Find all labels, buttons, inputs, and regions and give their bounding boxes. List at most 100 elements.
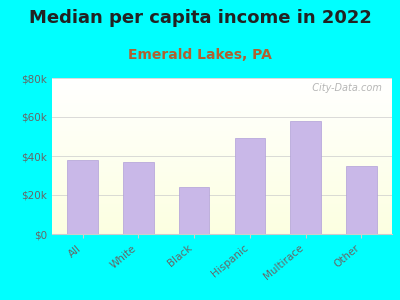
Bar — [52, 97, 392, 98]
Bar — [52, 176, 392, 178]
Bar — [52, 143, 392, 145]
Bar — [52, 164, 392, 165]
Bar — [52, 125, 392, 126]
Text: Emerald Lakes, PA: Emerald Lakes, PA — [128, 48, 272, 62]
Bar — [52, 108, 392, 109]
Bar — [52, 229, 392, 231]
Bar — [52, 208, 392, 209]
Bar — [52, 139, 392, 140]
Bar — [52, 118, 392, 120]
Bar — [52, 95, 392, 97]
Bar — [52, 209, 392, 211]
Bar — [52, 104, 392, 106]
Bar — [52, 130, 392, 131]
Bar — [52, 217, 392, 218]
Bar — [52, 150, 392, 151]
Bar — [52, 206, 392, 208]
Bar — [52, 192, 392, 194]
Bar — [52, 151, 392, 153]
Bar — [52, 140, 392, 142]
Bar — [52, 178, 392, 179]
Bar — [52, 172, 392, 173]
Bar — [52, 87, 392, 89]
Bar — [52, 122, 392, 123]
Bar — [52, 137, 392, 139]
Bar — [52, 154, 392, 156]
Bar — [52, 214, 392, 215]
Bar — [52, 221, 392, 223]
Bar — [52, 223, 392, 225]
Bar — [123, 162, 154, 234]
Bar — [52, 92, 392, 94]
Bar — [52, 179, 392, 181]
Bar — [52, 161, 392, 162]
Bar — [68, 160, 98, 234]
Bar — [52, 162, 392, 164]
Bar — [52, 218, 392, 220]
Bar — [52, 159, 392, 161]
Bar — [52, 145, 392, 147]
Bar — [52, 112, 392, 114]
Bar — [52, 173, 392, 175]
Bar — [52, 131, 392, 133]
Bar — [52, 158, 392, 159]
Bar — [52, 225, 392, 226]
Bar — [52, 142, 392, 143]
Bar — [52, 201, 392, 203]
Bar — [52, 181, 392, 182]
Bar — [52, 120, 392, 122]
Bar — [52, 126, 392, 128]
Bar — [290, 121, 321, 234]
Bar — [52, 194, 392, 195]
Bar — [52, 114, 392, 116]
Bar — [52, 134, 392, 136]
Bar — [52, 84, 392, 86]
Bar — [52, 232, 392, 234]
Bar — [52, 231, 392, 232]
Bar — [52, 170, 392, 172]
Text: Median per capita income in 2022: Median per capita income in 2022 — [28, 9, 372, 27]
Bar — [52, 101, 392, 103]
Bar — [52, 195, 392, 196]
Bar — [52, 133, 392, 134]
Bar — [179, 187, 210, 234]
Bar — [52, 94, 392, 95]
Bar — [52, 203, 392, 204]
Bar — [52, 98, 392, 100]
Bar — [52, 123, 392, 125]
Bar — [52, 136, 392, 137]
Bar — [52, 182, 392, 184]
Text: City-Data.com: City-Data.com — [306, 83, 382, 93]
Bar — [234, 138, 265, 234]
Bar — [52, 189, 392, 190]
Bar — [52, 184, 392, 186]
Bar — [52, 111, 392, 112]
Bar — [52, 117, 392, 118]
Bar — [52, 103, 392, 104]
Bar — [52, 106, 392, 108]
Bar — [52, 226, 392, 228]
Bar — [52, 187, 392, 189]
Bar — [52, 83, 392, 84]
Bar — [52, 147, 392, 148]
Bar — [52, 81, 392, 83]
Bar — [52, 190, 392, 192]
Bar — [52, 212, 392, 214]
Bar — [52, 89, 392, 91]
Bar — [52, 148, 392, 150]
Bar — [52, 78, 392, 80]
Bar — [52, 200, 392, 201]
Bar — [52, 175, 392, 176]
Bar — [52, 169, 392, 170]
Bar — [52, 109, 392, 111]
Bar — [52, 167, 392, 169]
Bar — [52, 196, 392, 198]
Bar — [52, 91, 392, 92]
Bar — [52, 186, 392, 187]
Bar — [52, 228, 392, 229]
Bar — [52, 211, 392, 212]
Bar — [52, 220, 392, 221]
Bar — [52, 165, 392, 167]
Bar — [52, 100, 392, 101]
Bar — [346, 166, 376, 234]
